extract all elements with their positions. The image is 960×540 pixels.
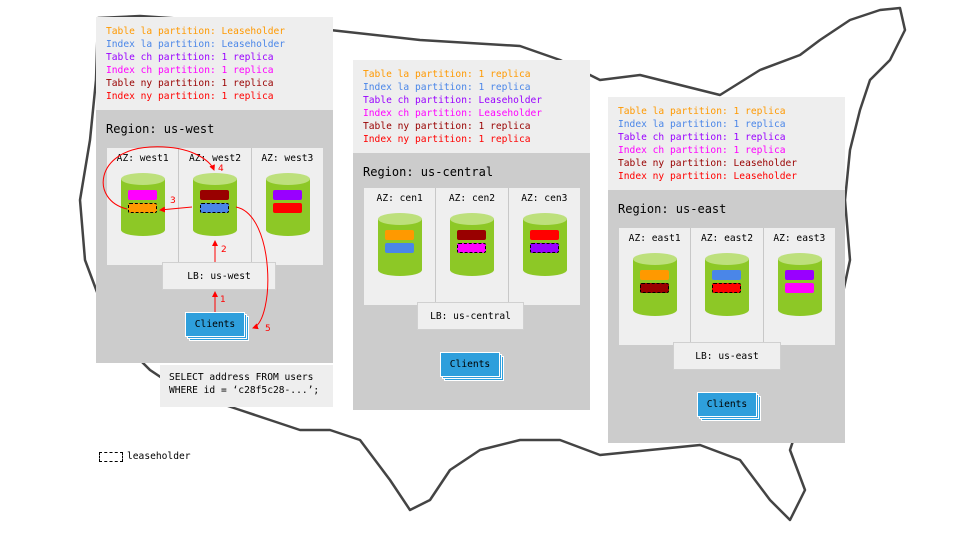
database-node-icon [450,213,495,277]
load-balancer: LB: us-east [673,342,781,370]
load-balancer-label: LB: us-central [430,310,511,322]
table-la-replica [640,270,669,280]
sql-query-box: SELECT address FROM users WHERE id = ‘c2… [160,365,333,407]
availability-zone: AZ: east3 [763,228,835,345]
table-ch-replica [784,270,814,280]
sql-line-2: WHERE id = ‘c28f5c28-...’; [169,385,320,396]
clients-label: Clients [706,399,748,410]
region-us-east: Region: us-east AZ: east1 AZ: east2 AZ: eas… [608,190,845,443]
table-la-replica-leaseholder [128,203,157,213]
load-balancer-label: LB: us-west [187,270,251,282]
clients: Clients [440,352,504,381]
partition-legend-us-east: Table la partition: 1 replica Index la pa… [608,97,845,190]
database-node-icon [121,173,165,237]
step-4-label: 4 [218,164,224,174]
az-label: AZ: east3 [773,233,826,244]
step-3-label: 3 [170,196,176,206]
legend-line: Index ny partition: 1 replica [363,134,531,145]
load-balancer-label: LB: us-east [695,350,759,362]
legend-line: Table la partition: 1 replica [618,106,786,117]
legend-line: Table ch partition: 1 replica [106,52,274,63]
database-node-icon [633,253,677,317]
table-ny-replica [457,230,487,240]
legend-line: Index la partition: 1 replica [618,119,786,130]
legend-line: Index la partition: Leaseholder [106,39,286,50]
leaseholder-key: leaseholder [99,451,191,462]
arrow-step-3 [159,206,193,213]
clients: Clients [185,312,249,341]
availability-zone: AZ: west3 [251,148,323,265]
load-balancer: LB: us-central [417,302,524,330]
partition-legend-us-west: Table la partition: Leaseholder Index la … [96,17,333,110]
region-us-central: Region: us-central AZ: cen1 AZ: cen2 AZ: ce… [353,153,590,410]
legend-line: Table la partition: 1 replica [363,69,531,80]
table-ny-replica-leaseholder [640,283,669,293]
az-label: AZ: west1 [116,153,169,164]
step-1-label: 1 [220,295,226,305]
az-label: AZ: east1 [628,233,681,244]
az-label: AZ: east2 [701,233,753,244]
index-ny-replica-leaseholder [712,283,742,293]
database-node-icon [193,173,238,237]
database-node-icon [777,253,822,317]
arrow-step-5 [235,206,269,330]
legend-line: Table ch partition: 1 replica [618,132,786,143]
legend-line: Index ch partition: 1 replica [618,145,786,156]
database-node-icon [265,173,310,237]
az-label: AZ: cen2 [448,193,496,204]
index-ny-replica [272,203,302,213]
table-ch-replica [272,190,302,200]
index-ch-replica-leaseholder [457,243,487,253]
legend-line: Index ch partition: 1 replica [106,65,274,76]
az-label: AZ: cen1 [376,193,423,204]
index-ch-replica [784,283,814,293]
clients-label: Clients [194,319,236,330]
az-label: AZ: cen3 [521,193,568,204]
clients-label: Clients [449,359,491,370]
step-5-label: 5 [265,324,271,334]
index-la-replica [712,270,742,280]
legend-line: Table ny partition: 1 replica [363,121,531,132]
table-ch-replica-leaseholder [529,243,559,253]
region-title: Region: us-east [618,202,727,216]
sql-line-1: SELECT address FROM users [169,372,314,383]
region-title: Region: us-west [106,122,215,136]
legend-line: Table la partition: Leaseholder [106,26,286,37]
legend-line: Table ny partition: 1 replica [106,78,274,89]
legend-line: Index ch partition: Leaseholder [363,108,543,119]
availability-zone: AZ: east1 [619,228,692,345]
leaseholder-key-label: leaseholder [127,451,191,462]
database-node-icon [522,213,567,277]
clients: Clients [697,392,761,421]
partition-legend-us-central: Table la partition: 1 replica Index la pa… [353,60,590,153]
az-label: AZ: west3 [261,153,314,164]
index-la-replica-leaseholder [200,203,230,213]
database-node-icon [378,213,422,277]
index-ny-replica [529,230,559,240]
load-balancer: LB: us-west [162,262,276,290]
index-ch-replica [128,190,157,200]
availability-zone: AZ: cen1 [364,188,437,305]
legend-line: Index ny partition: 1 replica [106,91,274,102]
legend-line: Table ch partition: Leaseholder [363,95,543,106]
dashed-box-icon [99,451,123,462]
az-label: AZ: west2 [189,153,241,164]
availability-zone: AZ: east2 [691,228,764,345]
availability-zone: AZ: cen3 [508,188,580,305]
arrow-step-4 [102,146,215,210]
table-la-replica [385,230,414,240]
legend-line: Index la partition: 1 replica [363,82,531,93]
table-ny-replica [200,190,230,200]
legend-line: Table ny partition: Leaseholder [618,158,798,169]
index-la-replica [385,243,414,253]
step-2-label: 2 [221,245,227,255]
region-title: Region: us-central [363,165,494,179]
availability-zones: AZ: east1 AZ: east2 AZ: east3 [619,228,835,345]
availability-zones: AZ: cen1 AZ: cen2 AZ: cen3 [364,188,580,305]
database-node-icon [705,253,750,317]
availability-zone: AZ: cen2 [436,188,509,305]
legend-line: Index ny partition: Leaseholder [618,171,798,182]
